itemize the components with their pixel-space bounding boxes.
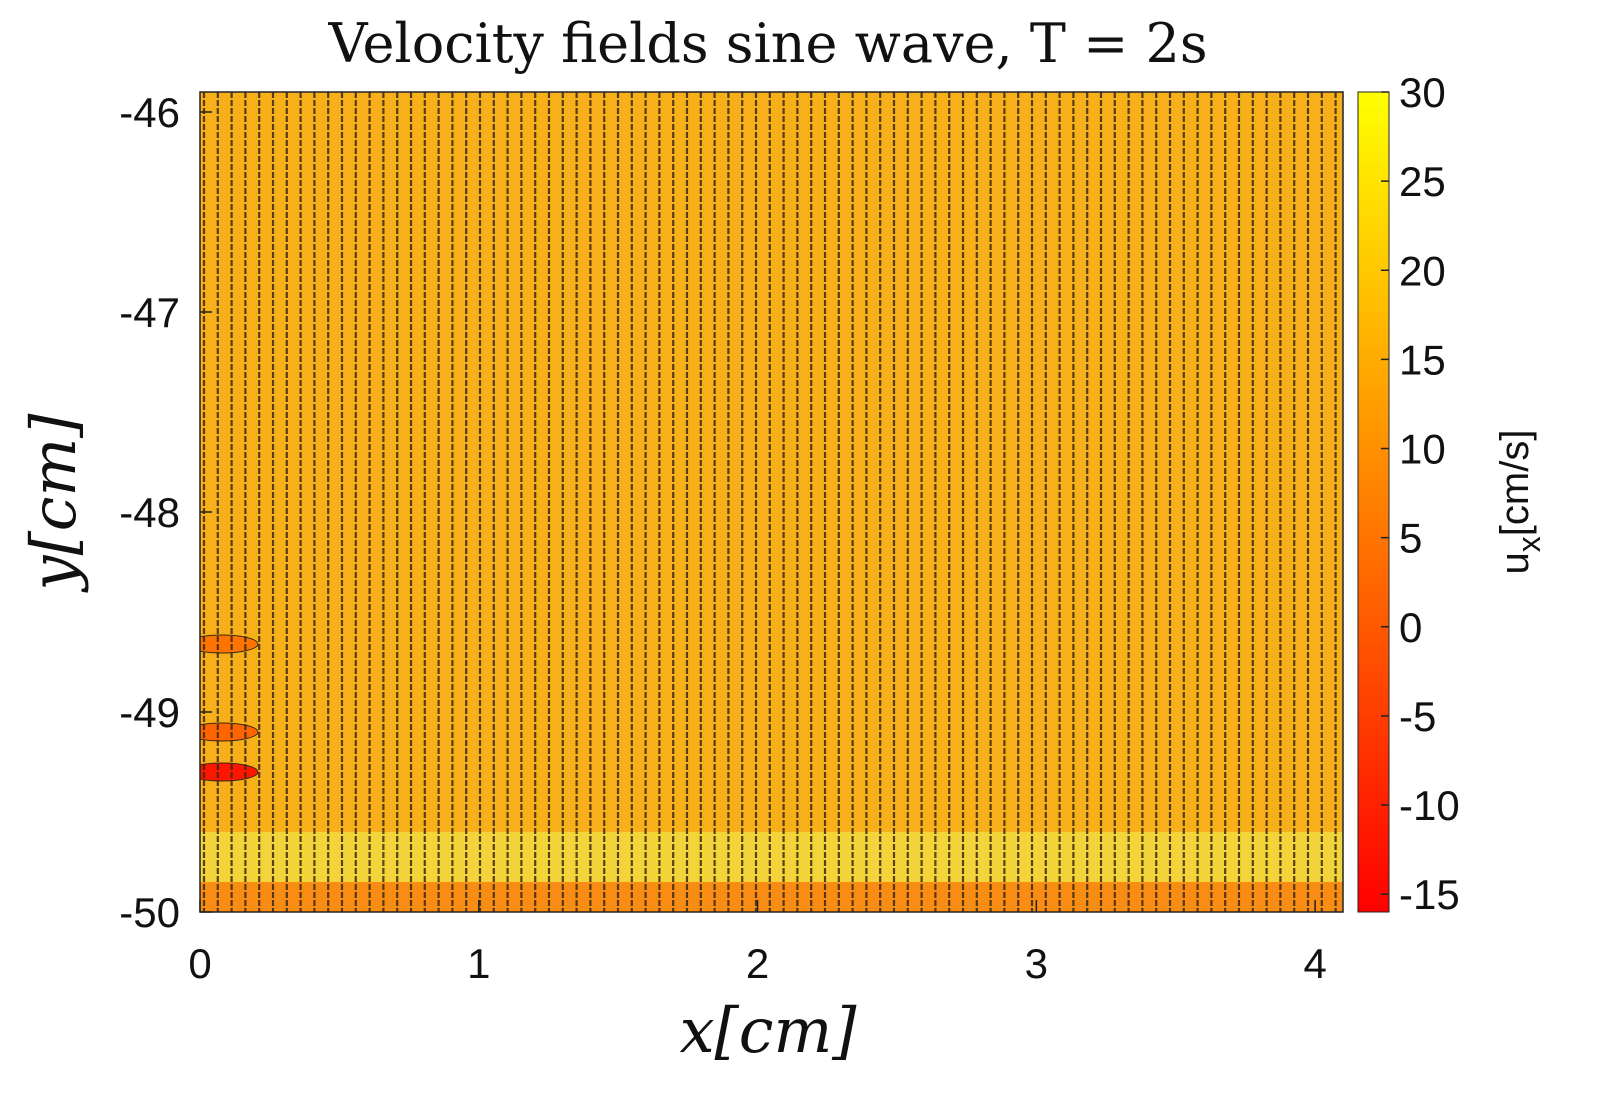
plot-area <box>200 92 1343 912</box>
colorbar-tick-label: 15 <box>1399 336 1446 383</box>
velocity-vector-columns <box>202 92 1337 912</box>
colorbar-tick-label: 20 <box>1399 247 1446 294</box>
y-tick-label: -48 <box>119 489 180 536</box>
colorbar-label: ux[cm/s] <box>1493 430 1547 575</box>
x-tick-label: 0 <box>188 940 211 987</box>
colorbar-tick-label: 0 <box>1399 604 1422 651</box>
x-tick-label: 3 <box>1025 940 1048 987</box>
x-tick-label: 1 <box>467 940 490 987</box>
colorbar-tick-label: -10 <box>1399 782 1460 829</box>
colorbar <box>1357 91 1390 913</box>
colorbar-tick-label: -15 <box>1399 871 1460 918</box>
colorbar-tick-label: 5 <box>1399 515 1422 562</box>
low-velocity-spot <box>200 722 259 742</box>
chart-title: Velocity fields sine wave, T = 2s <box>327 12 1207 75</box>
colorbar-tick-label: 25 <box>1399 158 1446 205</box>
y-axis-label: y[cm] <box>17 413 90 594</box>
colorbar-tick-label: 10 <box>1399 426 1446 473</box>
x-axis-ticks: 0 1 2 3 4 <box>188 900 1327 987</box>
colorbar-label-main: u <box>1493 552 1537 574</box>
colorbar-tick-label: -5 <box>1399 693 1436 740</box>
y-tick-label: -50 <box>119 889 180 936</box>
low-velocity-spots <box>200 634 259 782</box>
y-axis-ticks: -46 -47 -48 -49 -50 <box>119 89 212 936</box>
x-tick-label: 2 <box>746 940 769 987</box>
y-tick-label: -46 <box>119 89 180 136</box>
wall-low-velocity-band <box>200 882 1343 912</box>
colorbar-label-rest: [cm/s] <box>1493 430 1537 537</box>
x-axis-label: x[cm] <box>680 994 858 1067</box>
plot-frame <box>199 91 1344 913</box>
low-velocity-spot <box>200 762 259 782</box>
colorbar-tick-label: 30 <box>1399 69 1446 116</box>
low-velocity-spot <box>200 634 259 654</box>
x-tick-label: 4 <box>1303 940 1326 987</box>
y-tick-label: -49 <box>119 689 180 736</box>
colorbar-ticks: 30 25 20 15 10 5 0 -5 -10 -15 <box>1381 69 1460 918</box>
main-velocity-region <box>200 92 1343 912</box>
colorbar-label-sub: x <box>1511 536 1547 552</box>
y-tick-label: -47 <box>119 289 180 336</box>
